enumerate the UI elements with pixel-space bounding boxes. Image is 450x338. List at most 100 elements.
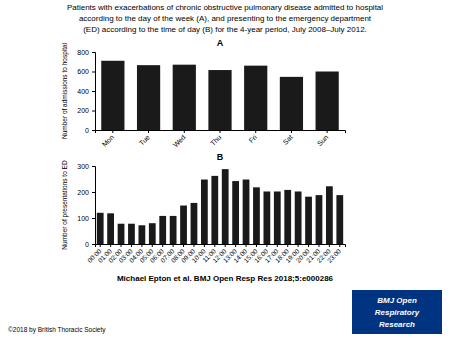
y-tick: 200 (77, 107, 95, 114)
panel: MonTueWedThuFriSatSun0200400600800Number… (61, 38, 346, 149)
bar (97, 213, 104, 244)
tick-mark (92, 166, 95, 167)
tick-mark (255, 130, 256, 133)
bar (295, 191, 302, 244)
tick-mark (141, 244, 142, 247)
x-tick-label: Wed (172, 133, 187, 148)
tick-mark (92, 111, 95, 112)
bar (263, 191, 270, 244)
bar (316, 72, 339, 131)
bar (305, 197, 312, 244)
y-tick-label: 0 (85, 127, 89, 134)
tick-mark (112, 130, 113, 133)
x-tick: Sun (316, 130, 330, 147)
x-tick-label: Tue (138, 133, 151, 146)
tick-mark (220, 130, 221, 133)
bar (170, 216, 177, 244)
tick-mark (92, 72, 95, 73)
tick-mark (152, 244, 153, 247)
bar (244, 66, 267, 130)
x-tick: Fri (247, 130, 258, 144)
axis-line (96, 245, 346, 248)
logo-text: Research (379, 320, 415, 329)
x-tick: Thu (209, 130, 223, 147)
tick-mark (266, 244, 267, 247)
tick-mark (148, 130, 149, 133)
y-tick-label: 800 (77, 49, 89, 56)
tick-mark (318, 244, 319, 247)
bar (211, 176, 218, 244)
tick-mark (193, 244, 194, 247)
bar (274, 191, 281, 244)
bars (101, 61, 339, 130)
x-tick: Wed (172, 130, 187, 149)
x-axis: 00:0001:0002:0003:0004:0005:0006:0007:00… (86, 244, 345, 264)
copyright: ©2018 by British Thoracic Society (8, 326, 106, 334)
bar (107, 213, 114, 244)
y-tick: 200 (77, 189, 95, 196)
tick-mark (183, 244, 184, 247)
x-tick: 23:00 (326, 244, 343, 264)
bar (326, 186, 333, 244)
tick-mark (246, 244, 247, 247)
logo-box (352, 290, 442, 334)
y-tick-label: 100 (77, 215, 89, 222)
y-tick-label: 400 (77, 88, 89, 95)
panel-label: B (217, 152, 224, 162)
tick-mark (92, 244, 95, 245)
bar (253, 187, 260, 244)
y-tick: 800 (77, 49, 95, 56)
y-tick-label: 600 (77, 68, 89, 75)
axis-line (92, 167, 96, 245)
y-tick-label: 0 (85, 241, 89, 248)
logo-text: Respiratory (375, 308, 420, 317)
bar (137, 65, 160, 130)
tick-mark (92, 91, 95, 92)
bar (173, 65, 196, 130)
x-tick-label: Fri (247, 133, 258, 144)
title-line: (ED) according to the time of day (B) fo… (83, 25, 367, 34)
tick-mark (162, 244, 163, 247)
title-line: according to the day of the week (A), an… (79, 14, 372, 23)
bar (280, 77, 303, 130)
y-tick: 0 (85, 127, 95, 134)
tick-mark (291, 130, 292, 133)
tick-mark (121, 244, 122, 247)
tick-mark (92, 192, 95, 193)
bar (149, 223, 156, 244)
panel-label: A (217, 38, 224, 48)
tick-mark (92, 130, 95, 131)
bar (222, 169, 229, 244)
tick-mark (287, 244, 288, 247)
tick-mark (327, 130, 328, 133)
x-axis: Mon Tue Wed Thu Fri Sat Sun (96, 130, 346, 149)
tick-mark (329, 244, 330, 247)
bar (284, 190, 291, 244)
x-tick-label: Thu (209, 133, 223, 147)
x-tick: Sat (281, 130, 293, 146)
tick-mark (131, 244, 132, 247)
tick-mark (308, 244, 309, 247)
tick-mark (214, 244, 215, 247)
y-tick: 400 (77, 88, 95, 95)
bar (159, 216, 166, 244)
y-tick-label: 200 (77, 189, 89, 196)
bar (180, 206, 187, 244)
logo-text: BMJ Open (377, 296, 417, 305)
bar (138, 225, 145, 244)
tick-mark (184, 130, 185, 133)
x-tick-label: Mon (101, 133, 116, 148)
y-tick: 300 (77, 163, 95, 170)
tick-mark (298, 244, 299, 247)
bar (243, 180, 250, 244)
y-axis: 0 200 400 600 800 (77, 49, 95, 134)
y-tick: 0 (85, 241, 95, 248)
axis-line (92, 53, 96, 131)
bar (191, 203, 198, 244)
y-tick-label: 200 (77, 107, 89, 114)
tick-mark (92, 52, 95, 53)
title-line: Patients with exacerbations of chronic o… (67, 3, 383, 12)
bar (316, 195, 323, 244)
tick-mark (256, 244, 257, 247)
chart: Patients with exacerbations of chronic o… (0, 0, 450, 338)
